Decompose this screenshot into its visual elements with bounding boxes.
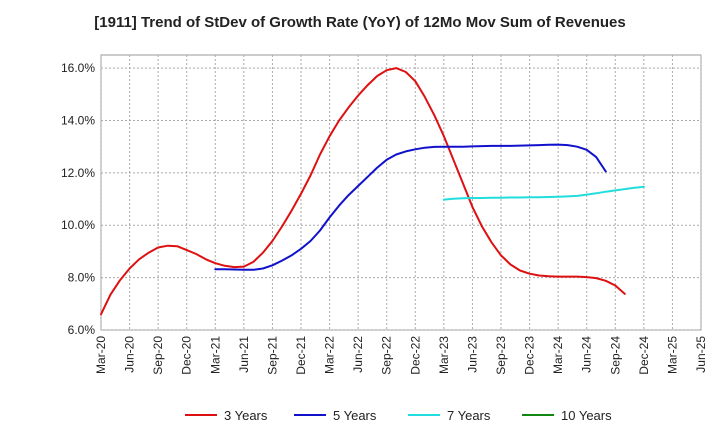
plot-area [100,54,702,331]
x-tick-label: Jun-20 [123,336,137,373]
x-tick-label: Sep-22 [380,336,394,375]
x-tick-label: Mar-21 [208,336,222,374]
x-tick-label: Mar-22 [323,336,337,374]
x-tick-label: Sep-21 [265,336,279,375]
grid-lines [100,55,702,331]
series-lines [100,67,645,316]
legend-label-5-years: 5 Years [333,408,377,423]
y-tick-label: 6.0% [68,323,96,337]
y-tick-label: 12.0% [61,166,95,180]
x-tick-label: Dec-23 [523,336,537,375]
y-axis-ticks: 6.0% 8.0% 10.0% 12.0% 14.0% 16.0% [61,61,95,337]
x-tick-label: Sep-20 [151,336,165,375]
x-tick-label: Jun-23 [465,336,479,373]
legend-label-7-years: 7 Years [447,408,491,423]
x-tick-label: Jun-21 [237,336,251,373]
y-tick-label: 16.0% [61,61,95,75]
x-axis-ticks: Mar-20 Jun-20 Sep-20 Dec-20 Mar-21 Jun-21 Sep-… [94,336,708,375]
x-tick-label: Mar-20 [94,336,108,374]
legend-label-10-years: 10 Years [561,408,612,423]
series-line-5-years [214,143,607,271]
y-tick-label: 10.0% [61,218,95,232]
x-tick-label: Dec-22 [408,336,422,375]
legend-label-3-years: 3 Years [224,408,268,423]
x-tick-label: Mar-23 [437,336,451,374]
x-tick-label: Jun-25 [694,336,708,373]
legend: 3 Years 5 Years 7 Years 10 Years [185,408,612,423]
x-tick-label: Dec-24 [637,336,651,375]
y-tick-label: 8.0% [68,271,96,285]
chart-title: [1911] Trend of StDev of Growth Rate (Yo… [94,14,626,31]
x-tick-label: Mar-25 [665,336,679,374]
x-tick-label: Jun-22 [351,336,365,373]
y-tick-label: 14.0% [61,113,95,127]
x-tick-label: Mar-24 [551,336,565,374]
x-tick-label: Sep-24 [608,336,622,375]
series-line-7-years [442,185,645,201]
x-tick-label: Jun-24 [580,336,594,373]
x-tick-label: Dec-21 [294,336,308,375]
x-tick-label: Dec-20 [180,336,194,375]
x-tick-label: Sep-23 [494,336,508,375]
series-line-3-years [100,67,626,316]
